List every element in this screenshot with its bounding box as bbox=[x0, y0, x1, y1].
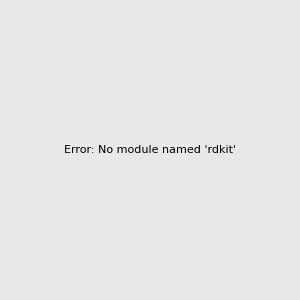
Text: Error: No module named 'rdkit': Error: No module named 'rdkit' bbox=[64, 145, 236, 155]
